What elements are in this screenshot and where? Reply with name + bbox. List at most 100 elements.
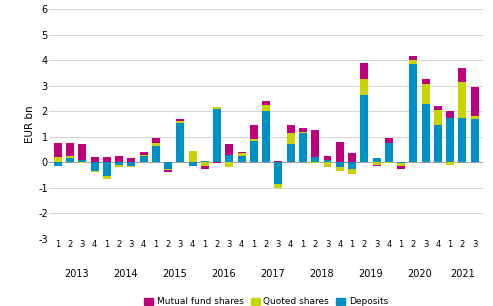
Bar	[311, 157, 319, 162]
Bar	[250, 140, 258, 162]
Bar	[140, 156, 147, 162]
Bar	[140, 155, 147, 156]
Bar	[213, 162, 221, 163]
Bar	[287, 125, 295, 133]
Bar	[422, 79, 429, 84]
Bar	[66, 159, 74, 162]
Bar	[409, 60, 417, 64]
Bar	[311, 130, 319, 157]
Bar	[238, 152, 246, 153]
Bar	[434, 106, 442, 110]
Bar	[373, 159, 381, 162]
Bar	[385, 162, 393, 163]
Text: 2013: 2013	[64, 269, 89, 279]
Bar	[54, 157, 62, 162]
Bar	[299, 133, 307, 162]
Bar	[176, 119, 184, 121]
Bar	[164, 162, 172, 169]
Text: 2018: 2018	[309, 269, 334, 279]
Text: 2021: 2021	[450, 269, 475, 279]
Bar	[373, 162, 381, 165]
Bar	[397, 163, 405, 166]
Bar	[360, 95, 368, 162]
Bar	[471, 87, 479, 116]
Bar	[299, 132, 307, 133]
Bar	[152, 138, 160, 143]
Bar	[140, 152, 147, 155]
Bar	[348, 162, 356, 169]
Bar	[275, 161, 282, 162]
Bar	[78, 162, 86, 163]
Bar	[409, 64, 417, 162]
Bar	[91, 171, 99, 172]
Bar	[336, 142, 344, 162]
Bar	[127, 162, 136, 166]
Bar	[225, 155, 234, 162]
Bar	[446, 118, 454, 162]
Bar	[115, 165, 123, 167]
Bar	[287, 133, 295, 144]
Bar	[348, 153, 356, 162]
Y-axis label: EUR bn: EUR bn	[25, 105, 35, 143]
Bar	[262, 111, 270, 162]
Bar	[152, 143, 160, 146]
Bar	[323, 160, 331, 162]
Bar	[127, 166, 136, 167]
Bar	[434, 125, 442, 162]
Bar	[152, 146, 160, 162]
Bar	[54, 143, 62, 157]
Bar	[201, 166, 209, 169]
Bar	[54, 162, 62, 166]
Bar	[213, 109, 221, 162]
Bar	[115, 162, 123, 165]
Bar	[262, 105, 270, 111]
Bar	[471, 116, 479, 119]
Bar	[299, 128, 307, 132]
Bar	[103, 176, 111, 179]
Text: 2017: 2017	[260, 269, 285, 279]
Bar	[250, 125, 258, 139]
Bar	[336, 162, 344, 167]
Bar	[458, 68, 466, 82]
Bar	[397, 162, 405, 163]
Text: 2016: 2016	[211, 269, 236, 279]
Bar	[434, 110, 442, 125]
Bar	[250, 139, 258, 140]
Bar	[213, 107, 221, 109]
Text: 2019: 2019	[358, 269, 383, 279]
Bar	[225, 162, 234, 167]
Bar	[189, 151, 197, 162]
Bar	[446, 111, 454, 118]
Bar	[262, 101, 270, 105]
Bar	[471, 119, 479, 162]
Bar	[311, 162, 319, 163]
Bar	[275, 162, 282, 184]
Bar	[446, 162, 454, 165]
Bar	[127, 159, 136, 162]
Bar	[201, 162, 209, 166]
Bar	[176, 121, 184, 123]
Bar	[164, 169, 172, 170]
Text: 2014: 2014	[113, 269, 138, 279]
Bar	[66, 143, 74, 156]
Bar	[422, 103, 429, 162]
Text: 2020: 2020	[407, 269, 432, 279]
Bar	[385, 143, 393, 162]
Bar	[189, 162, 197, 166]
Bar	[323, 156, 331, 160]
Bar	[360, 79, 368, 95]
Bar	[397, 166, 405, 169]
Bar	[78, 144, 86, 160]
Bar	[115, 156, 123, 162]
Bar	[336, 167, 344, 171]
Bar	[323, 162, 331, 167]
Bar	[238, 156, 246, 162]
Bar	[409, 56, 417, 60]
Bar	[91, 157, 99, 162]
Bar	[78, 160, 86, 162]
Bar	[164, 170, 172, 172]
Bar	[103, 157, 111, 162]
Bar	[458, 82, 466, 118]
Bar	[385, 138, 393, 143]
Bar	[348, 169, 356, 174]
